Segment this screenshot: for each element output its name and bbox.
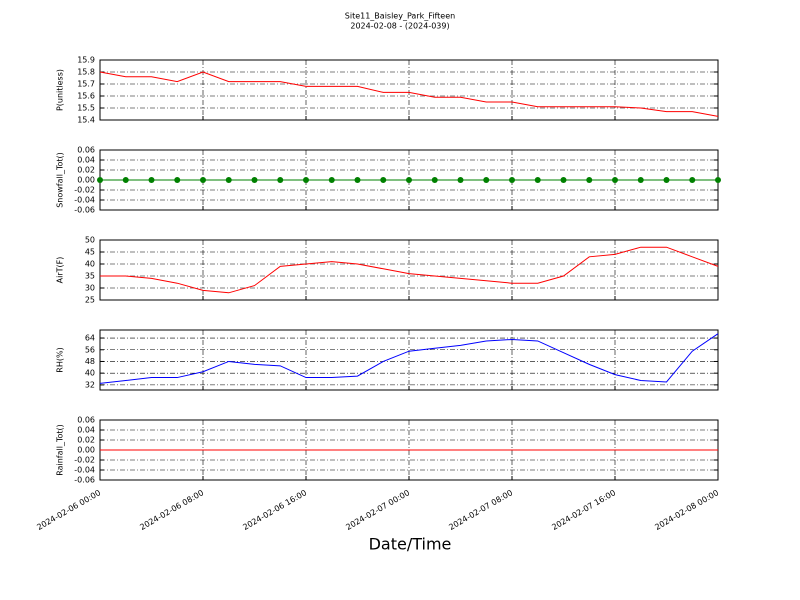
- data-line: [100, 246, 719, 294]
- plot-frame: [99, 59, 719, 121]
- y-axis-label: Rainfall_Tot(): [56, 424, 65, 476]
- y-tick-label: 0.00: [77, 446, 95, 455]
- y-axis-label: AirT(F): [56, 257, 65, 284]
- x-axis-label: Date/Time: [369, 535, 452, 554]
- x-tick-label: 2024-02-07 00:00: [344, 488, 411, 532]
- data-point: [637, 177, 644, 183]
- data-point: [431, 177, 438, 183]
- data-point: [251, 177, 258, 183]
- data-line: [99, 71, 719, 117]
- y-axis-label: RH(%): [56, 347, 65, 372]
- y-tick-label: 40: [85, 260, 95, 269]
- data-line: [99, 333, 719, 384]
- x-tick-label: 2024-02-08 00:00: [653, 488, 720, 532]
- chart-title: Site11_Baisley_Park_Fifteen: [345, 12, 455, 21]
- y-axis-label: P(unitless): [56, 69, 65, 111]
- data-point: [277, 177, 284, 183]
- data-point: [225, 177, 232, 183]
- y-tick-label: -0.04: [74, 466, 95, 475]
- y-tick-label: 0.06: [77, 146, 95, 155]
- y-tick-label: 15.8: [77, 68, 95, 77]
- data-point: [663, 177, 670, 183]
- y-tick-label: -0.02: [74, 456, 95, 465]
- data-point: [534, 177, 541, 183]
- data-point: [380, 177, 387, 183]
- x-tick-label: 2024-02-06 00:00: [35, 488, 102, 532]
- data-point: [483, 177, 490, 183]
- y-tick-label: -0.02: [74, 186, 95, 195]
- data-point: [689, 177, 696, 183]
- y-tick-label: -0.04: [74, 196, 95, 205]
- data-point: [406, 177, 412, 183]
- data-point: [586, 177, 593, 183]
- y-tick-label: 32: [85, 380, 95, 389]
- chart-subtitle: 2024-02-08 - (2024-039): [350, 22, 449, 31]
- y-tick-label: 15.7: [77, 80, 95, 89]
- data-point: [354, 177, 361, 183]
- y-tick-label: 56: [85, 345, 95, 354]
- y-tick-label: 40: [85, 369, 95, 378]
- x-tick-label: 2024-02-06 08:00: [138, 488, 205, 532]
- data-point: [174, 177, 181, 183]
- data-point: [715, 177, 721, 183]
- y-tick-label: -0.06: [74, 476, 95, 485]
- data-point: [328, 177, 335, 183]
- data-point: [148, 177, 155, 183]
- y-tick-label: 0.06: [77, 416, 95, 425]
- data-point: [560, 177, 567, 183]
- y-tick-label: 45: [85, 248, 95, 257]
- data-point: [509, 177, 515, 183]
- data-point: [457, 177, 464, 183]
- plot-frame: [99, 239, 719, 301]
- y-tick-label: 0.02: [77, 436, 95, 445]
- y-tick-label: 15.9: [77, 56, 95, 65]
- data-point: [122, 177, 129, 183]
- data-point: [612, 177, 618, 183]
- y-tick-label: 0.04: [77, 156, 95, 165]
- y-tick-label: 0.04: [77, 426, 95, 435]
- y-tick-label: 35: [85, 272, 95, 281]
- y-tick-label: 48: [85, 357, 95, 366]
- x-tick-label: 2024-02-06 16:00: [241, 488, 308, 532]
- data-point: [200, 177, 206, 183]
- y-tick-label: 15.6: [77, 92, 95, 101]
- y-tick-label: 30: [85, 284, 95, 293]
- y-tick-label: 0.00: [77, 176, 95, 185]
- y-tick-label: 25: [85, 296, 95, 305]
- y-tick-label: 15.5: [77, 104, 95, 113]
- y-tick-label: 50: [85, 236, 95, 245]
- y-tick-label: 15.4: [77, 116, 95, 125]
- y-axis-label: Snowfall_Tot(): [56, 152, 65, 208]
- y-tick-label: -0.06: [74, 206, 95, 215]
- plot-frame: [99, 329, 719, 391]
- x-tick-label: 2024-02-07 08:00: [447, 488, 514, 532]
- y-tick-label: 64: [85, 334, 95, 343]
- data-point: [303, 177, 309, 183]
- y-tick-label: 0.02: [77, 166, 95, 175]
- data-point: [97, 177, 103, 183]
- x-tick-label: 2024-02-07 16:00: [550, 488, 617, 532]
